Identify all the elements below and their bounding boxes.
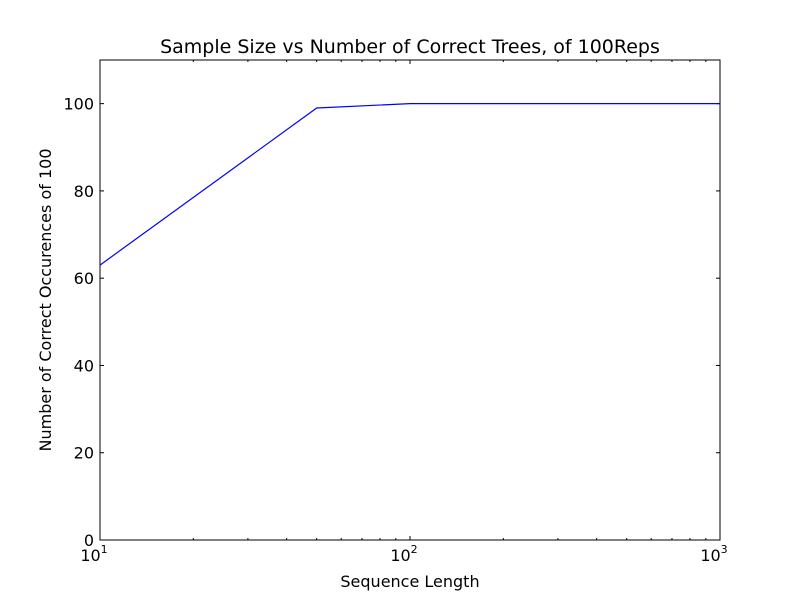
y-tick-label: 0 [84, 531, 94, 550]
x-tick-label: 102 [390, 543, 417, 565]
y-axis-label: Number of Correct Occurences of 100 [36, 149, 55, 452]
chart-title: Sample Size vs Number of Correct Trees, … [160, 36, 660, 58]
y-tick-label: 20 [74, 444, 94, 463]
series-line [99, 103, 720, 266]
y-tick-labels: 0 20 40 60 80 100 [63, 95, 94, 550]
y-tick-label: 100 [63, 95, 94, 114]
y-tick-label: 80 [74, 182, 94, 201]
plot-frame [99, 59, 721, 541]
x-axis-label: Sequence Length [340, 572, 479, 591]
y-tick-label: 60 [74, 269, 94, 288]
y-tick-label: 40 [74, 356, 94, 375]
x-tick-label: 101 [80, 543, 107, 565]
x-tick-labels: 101 102 103 [80, 543, 727, 565]
x-tick-label: 103 [700, 543, 727, 565]
